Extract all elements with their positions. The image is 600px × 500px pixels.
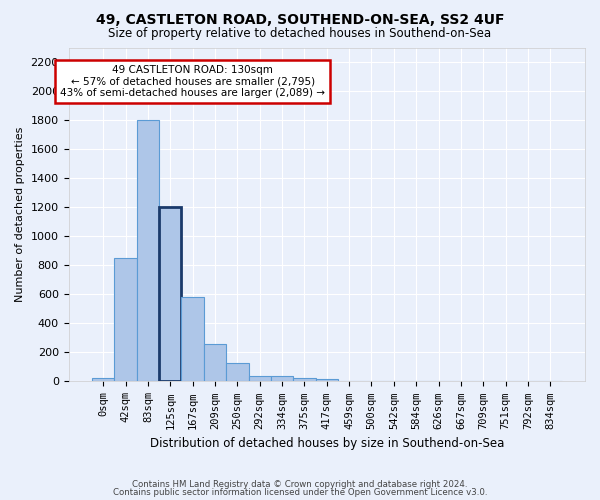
Bar	[248, 376, 271, 382]
Text: Size of property relative to detached houses in Southend-on-Sea: Size of property relative to detached ho…	[109, 28, 491, 40]
Bar	[204, 344, 226, 382]
X-axis label: Distribution of detached houses by size in Southend-on-Sea: Distribution of detached houses by size …	[149, 437, 504, 450]
Text: 49, CASTLETON ROAD, SOUTHEND-ON-SEA, SS2 4UF: 49, CASTLETON ROAD, SOUTHEND-ON-SEA, SS2…	[96, 12, 504, 26]
Bar	[115, 258, 137, 382]
Bar	[293, 378, 316, 382]
Bar	[159, 207, 181, 382]
Bar	[181, 296, 204, 382]
Bar	[92, 378, 115, 382]
Text: 49 CASTLETON ROAD: 130sqm
← 57% of detached houses are smaller (2,795)
43% of se: 49 CASTLETON ROAD: 130sqm ← 57% of detac…	[60, 65, 325, 98]
Bar	[271, 376, 293, 382]
Text: Contains HM Land Registry data © Crown copyright and database right 2024.: Contains HM Land Registry data © Crown c…	[132, 480, 468, 489]
Bar	[137, 120, 159, 382]
Y-axis label: Number of detached properties: Number of detached properties	[15, 127, 25, 302]
Bar	[226, 362, 248, 382]
Text: Contains public sector information licensed under the Open Government Licence v3: Contains public sector information licen…	[113, 488, 487, 497]
Bar	[316, 380, 338, 382]
